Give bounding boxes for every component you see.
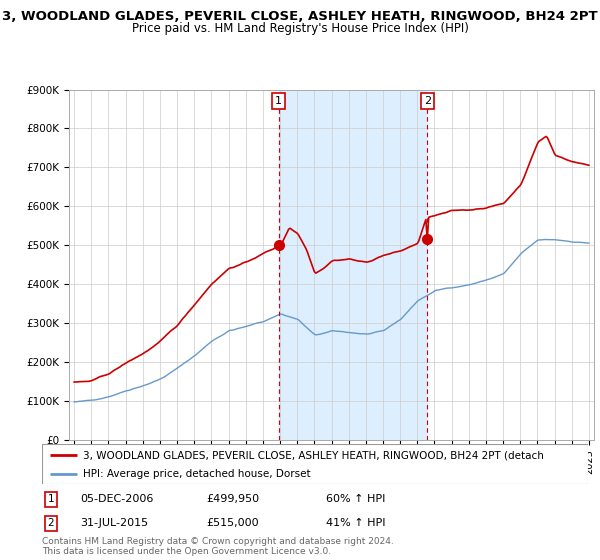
Text: 2: 2 — [47, 518, 54, 528]
Text: £515,000: £515,000 — [206, 518, 259, 528]
Text: 3, WOODLAND GLADES, PEVERIL CLOSE, ASHLEY HEATH, RINGWOOD, BH24 2PT: 3, WOODLAND GLADES, PEVERIL CLOSE, ASHLE… — [2, 10, 598, 23]
Text: 05-DEC-2006: 05-DEC-2006 — [80, 494, 154, 505]
Text: 3, WOODLAND GLADES, PEVERIL CLOSE, ASHLEY HEATH, RINGWOOD, BH24 2PT (detach: 3, WOODLAND GLADES, PEVERIL CLOSE, ASHLE… — [83, 450, 544, 460]
Text: Contains HM Land Registry data © Crown copyright and database right 2024.
This d: Contains HM Land Registry data © Crown c… — [42, 536, 394, 556]
Text: 1: 1 — [47, 494, 54, 505]
Text: 2: 2 — [424, 96, 431, 106]
Text: Price paid vs. HM Land Registry's House Price Index (HPI): Price paid vs. HM Land Registry's House … — [131, 22, 469, 35]
Text: HPI: Average price, detached house, Dorset: HPI: Average price, detached house, Dors… — [83, 469, 311, 479]
Text: 41% ↑ HPI: 41% ↑ HPI — [326, 518, 385, 528]
Text: 31-JUL-2015: 31-JUL-2015 — [80, 518, 148, 528]
FancyBboxPatch shape — [42, 444, 588, 484]
Text: £499,950: £499,950 — [206, 494, 259, 505]
Bar — [278, 90, 427, 440]
Text: 1: 1 — [275, 96, 282, 106]
Text: 60% ↑ HPI: 60% ↑ HPI — [326, 494, 385, 505]
